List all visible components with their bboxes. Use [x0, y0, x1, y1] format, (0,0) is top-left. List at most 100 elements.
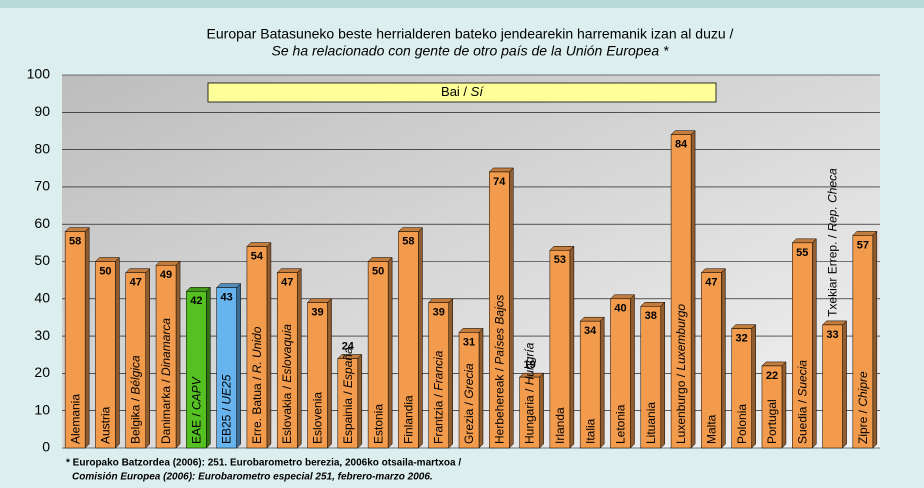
bar: [458, 332, 480, 449]
y-tick-label: 10: [34, 401, 50, 417]
y-tick-label: 90: [34, 103, 50, 119]
bar-side: [84, 227, 90, 449]
x-tick-label: Hungaria / Hungría: [523, 342, 537, 444]
chart-subtitle: Se ha relacionado con gente de otro país…: [272, 43, 670, 59]
bar-top: [852, 231, 878, 236]
data-label: 53: [554, 254, 566, 266]
x-tick-label: Zipre / Chipre: [856, 371, 870, 444]
data-label: 47: [130, 277, 142, 289]
x-tick-label: EB25 / UE25: [220, 374, 234, 444]
bar-side: [690, 130, 696, 449]
bar-side: [266, 241, 272, 449]
x-tick-label: Alemania: [68, 394, 82, 444]
bar-side: [721, 268, 726, 449]
bar: [670, 134, 692, 449]
bar: [519, 376, 540, 449]
bar-side: [448, 297, 453, 449]
data-label: 40: [614, 303, 626, 315]
x-tick-label: Malta: [705, 414, 719, 444]
bar: [549, 250, 571, 449]
bar-side: [357, 353, 363, 449]
bar-side: [206, 286, 211, 449]
bar-top: [397, 227, 424, 232]
data-label: 57: [857, 239, 869, 251]
x-tick-label: Danimarka / Dinamarca: [159, 318, 173, 444]
bar-side: [842, 320, 847, 449]
bar-top: [185, 287, 211, 292]
y-tick-label: 80: [34, 140, 50, 156]
y-tick-label: 30: [34, 327, 50, 343]
data-label: 50: [372, 265, 384, 277]
legend-label: Bai / Sí: [441, 84, 484, 99]
bar-top: [306, 298, 333, 303]
x-tick-label: Lituania: [644, 402, 658, 444]
bar: [186, 291, 207, 449]
data-label: 55: [796, 247, 808, 259]
bar-side: [509, 167, 514, 449]
bar-top: [791, 238, 817, 244]
data-label: 24: [342, 340, 355, 352]
data-label: 34: [584, 325, 597, 337]
data-label: 38: [645, 310, 657, 322]
x-tick-label: Eslovakia / Eslovaquia: [280, 324, 294, 444]
bar: [792, 242, 813, 449]
data-label: 49: [160, 269, 172, 281]
x-tick-label: Estonia: [371, 404, 385, 444]
data-label: 74: [493, 176, 506, 188]
bar-side: [781, 361, 787, 449]
bar: [640, 306, 662, 449]
data-label: 22: [766, 370, 778, 382]
x-tick-label: Herbehereak / Países Bajos: [492, 295, 506, 444]
bar: [276, 272, 298, 449]
bar-top: [367, 257, 393, 262]
bar-side: [327, 297, 332, 449]
footnote: * Europako Batzordea (2006): 251. Euroba…: [66, 458, 461, 469]
bar: [822, 324, 843, 449]
bar-top: [640, 302, 666, 307]
data-label: 50: [99, 265, 111, 277]
bar-side: [236, 283, 241, 449]
legend-box: [207, 82, 717, 103]
bar-side: [478, 327, 484, 449]
bar-top: [428, 298, 454, 303]
x-tick-label: Luxenburgo / Luxemburgo: [674, 304, 688, 444]
bar-top: [64, 227, 90, 232]
bar-side: [812, 238, 817, 449]
y-tick-label: 60: [34, 215, 50, 231]
bar-side: [296, 268, 302, 449]
bar: [367, 261, 389, 449]
bar-side: [539, 372, 544, 449]
data-label: 39: [311, 306, 323, 318]
data-label: 84: [675, 139, 688, 151]
bar-top: [488, 167, 514, 173]
bar-top: [761, 361, 787, 367]
data-label: 58: [69, 236, 81, 248]
bar: [489, 171, 510, 449]
bar-top: [731, 324, 757, 329]
x-tick-label: Frantzia / Francia: [432, 350, 446, 444]
data-label: 47: [705, 277, 717, 289]
x-tick-label: Suedia / Suecia: [795, 360, 809, 444]
bar-top: [549, 246, 575, 251]
bar-top: [579, 316, 605, 322]
x-tick-label: Grezia / Grecia: [462, 363, 476, 444]
bar-side: [418, 227, 423, 449]
y-tick-label: 0: [42, 439, 50, 455]
bar-top: [821, 320, 848, 326]
x-tick-label: Portugal: [765, 399, 779, 444]
x-tick-label: Finlandia: [402, 395, 416, 444]
bar-top: [276, 268, 302, 273]
x-tick-label: Belgika / Bélgica: [129, 355, 143, 444]
bar-top: [125, 268, 151, 273]
bar: [64, 231, 86, 449]
data-label: 33: [826, 329, 838, 341]
data-label: 19: [523, 359, 535, 371]
x-tick-label: Irlanda: [553, 407, 567, 444]
data-label: 39: [433, 306, 445, 318]
x-tick-label: Eslovenia: [311, 392, 325, 444]
bar-top: [216, 283, 242, 288]
y-tick-label: 40: [34, 290, 50, 306]
bar-side: [630, 294, 635, 449]
bar-side: [387, 256, 393, 449]
